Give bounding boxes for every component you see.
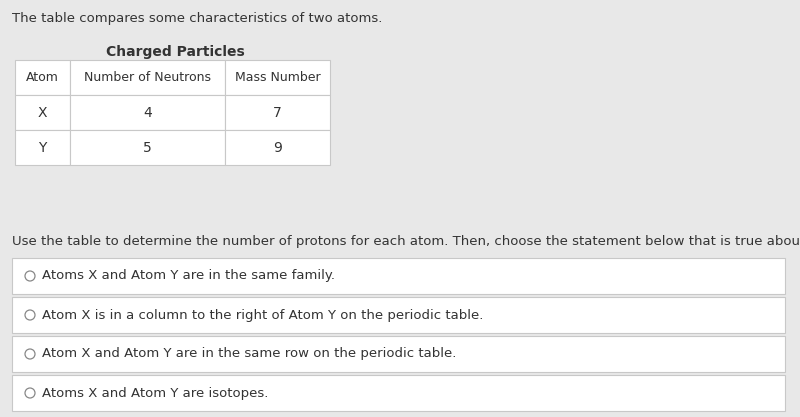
Text: Use the table to determine the number of protons for each atom. Then, choose the: Use the table to determine the number of…: [12, 235, 800, 248]
Text: Atoms X and Atom Y are in the same family.: Atoms X and Atom Y are in the same famil…: [42, 269, 335, 282]
FancyBboxPatch shape: [12, 258, 785, 294]
Text: Atoms X and Atom Y are isotopes.: Atoms X and Atom Y are isotopes.: [42, 387, 268, 399]
Text: Number of Neutrons: Number of Neutrons: [84, 71, 211, 84]
FancyBboxPatch shape: [15, 60, 70, 95]
FancyBboxPatch shape: [70, 130, 225, 165]
FancyBboxPatch shape: [225, 130, 330, 165]
Text: Atom: Atom: [26, 71, 59, 84]
Text: 5: 5: [143, 141, 152, 155]
Text: Atom X and Atom Y are in the same row on the periodic table.: Atom X and Atom Y are in the same row on…: [42, 347, 456, 361]
FancyBboxPatch shape: [70, 60, 225, 95]
FancyBboxPatch shape: [70, 95, 225, 130]
Text: X: X: [38, 106, 47, 120]
Text: 4: 4: [143, 106, 152, 120]
Text: Charged Particles: Charged Particles: [106, 45, 244, 59]
Text: 7: 7: [273, 106, 282, 120]
FancyBboxPatch shape: [12, 375, 785, 411]
Text: The table compares some characteristics of two atoms.: The table compares some characteristics …: [12, 12, 382, 25]
FancyBboxPatch shape: [15, 130, 70, 165]
FancyBboxPatch shape: [225, 60, 330, 95]
Text: Y: Y: [38, 141, 46, 155]
Text: 9: 9: [273, 141, 282, 155]
Text: Mass Number: Mass Number: [234, 71, 320, 84]
FancyBboxPatch shape: [225, 95, 330, 130]
FancyBboxPatch shape: [12, 336, 785, 372]
FancyBboxPatch shape: [15, 95, 70, 130]
FancyBboxPatch shape: [12, 297, 785, 333]
Text: Atom X is in a column to the right of Atom Y on the periodic table.: Atom X is in a column to the right of At…: [42, 309, 483, 322]
